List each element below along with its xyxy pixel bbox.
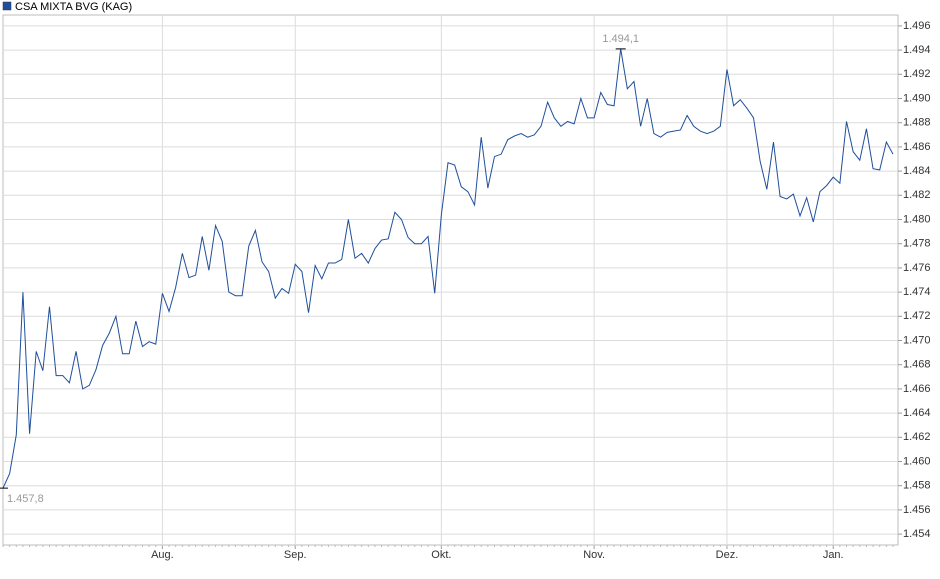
y-tick-label: 1.464: [903, 407, 931, 419]
y-tick-label: 1.492: [903, 68, 931, 80]
y-tick-label: 1.494: [903, 44, 931, 56]
y-tick-label: 1.466: [903, 383, 931, 395]
y-tick-label: 1.490: [903, 92, 931, 104]
y-tick-label: 1.476: [903, 262, 931, 274]
y-tick-label: 1.462: [903, 431, 931, 443]
y-tick-label: 1.478: [903, 238, 931, 250]
legend-swatch: [2, 1, 12, 11]
plot-frame: [2, 14, 899, 546]
line-series: [2, 48, 894, 489]
y-tick-label: 1.484: [903, 165, 931, 177]
legend-label: CSA MIXTA BVG (KAG): [15, 1, 132, 13]
x-tick-label: Sep.: [284, 549, 307, 561]
x-tick-label: Aug.: [151, 549, 174, 561]
y-tick-label: 1.456: [903, 504, 931, 516]
x-tick-label: Nov.: [583, 549, 605, 561]
x-tick-label: Okt.: [431, 549, 451, 561]
y-tick-label: 1.460: [903, 455, 931, 467]
y-tick-label: 1.488: [903, 117, 931, 129]
y-tick-label: 1.472: [903, 310, 931, 322]
y-tick-label: 1.468: [903, 359, 931, 371]
value-label: 1.494,1: [602, 33, 639, 45]
x-tick-label: Jan.: [823, 549, 844, 561]
y-tick-label: 1.454: [903, 528, 931, 540]
value-label: 1.457,8: [7, 493, 44, 505]
y-tick-label: 1.474: [903, 286, 931, 298]
y-tick-label: 1.486: [903, 141, 931, 153]
y-tick-label: 1.482: [903, 189, 931, 201]
y-tick-label: 1.496: [903, 20, 931, 32]
y-tick-label: 1.480: [903, 213, 931, 225]
y-tick-label: 1.458: [903, 480, 931, 492]
y-tick-label: 1.470: [903, 334, 931, 346]
x-tick-label: Dez.: [716, 549, 739, 561]
